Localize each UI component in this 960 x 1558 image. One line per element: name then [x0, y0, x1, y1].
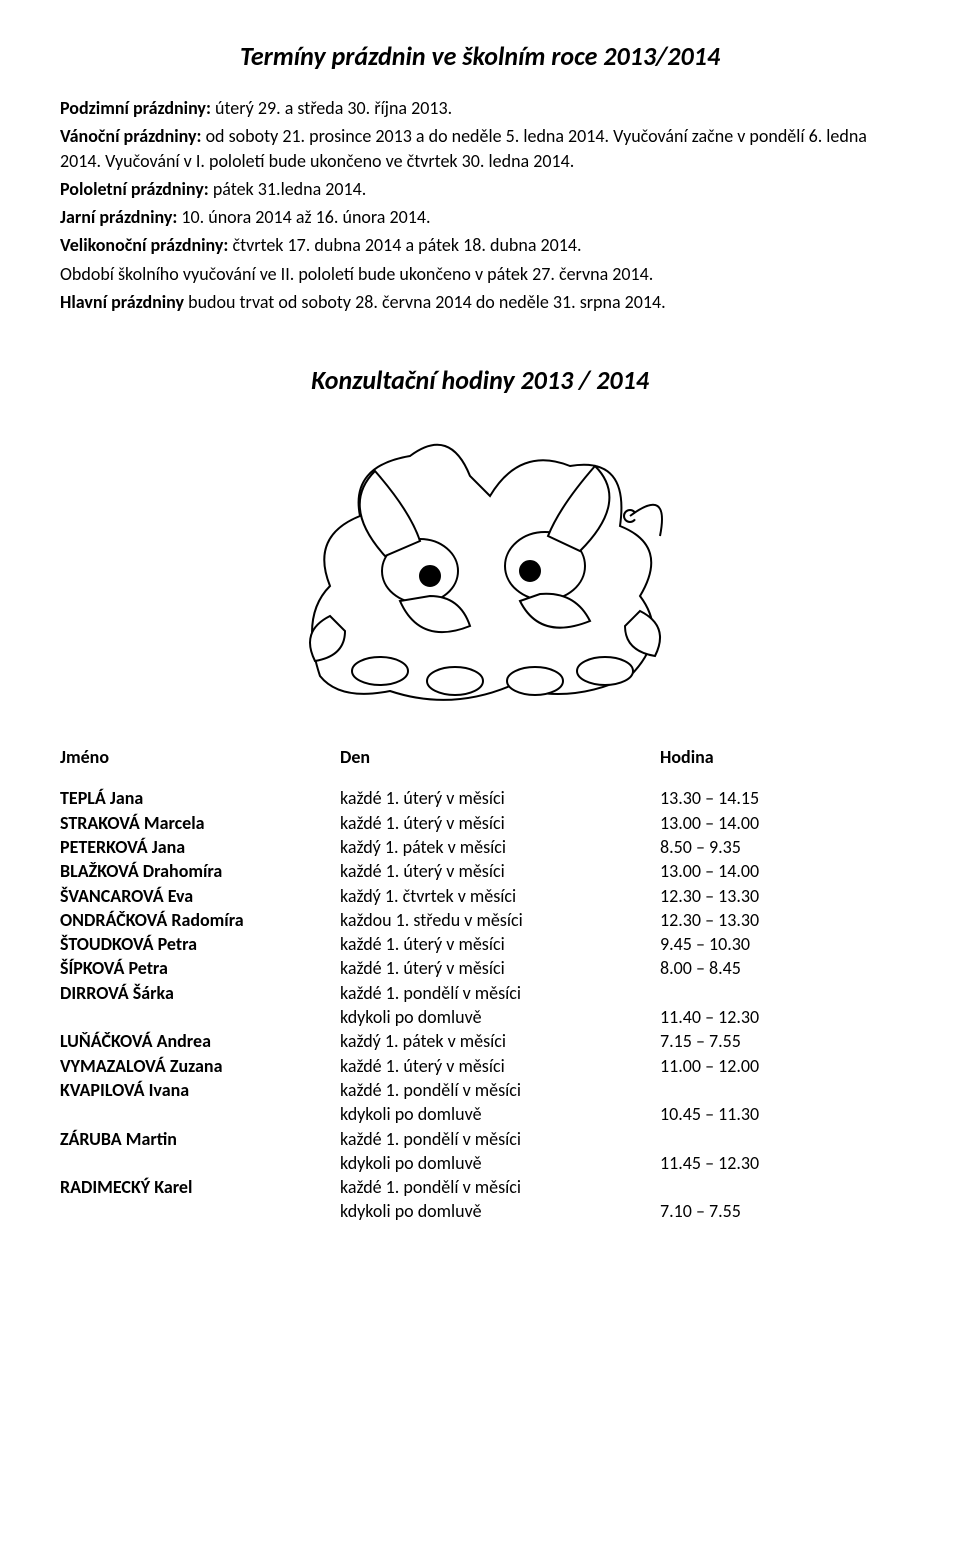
- holiday-jarni: Jarní prázdniny: 10. února 2014 až 16. ú…: [60, 205, 900, 229]
- holiday-hlavni: Hlavní prázdniny budou trvat od soboty 2…: [60, 290, 900, 314]
- label: Velikonoční prázdniny:: [60, 234, 228, 256]
- cell-day: každé 1. úterý v měsíci: [340, 932, 660, 956]
- cell-day: každé 1. úterý v měsíci: [340, 1054, 660, 1078]
- header-hour: Hodina: [660, 746, 860, 768]
- header-name: Jméno: [60, 746, 340, 768]
- spacer: [60, 1199, 340, 1223]
- cell-hour: 13.30 – 14.15: [660, 786, 860, 810]
- table-row: PETERKOVÁ Janakaždý 1. pátek v měsíci8.5…: [60, 835, 900, 859]
- cell-name: STRAKOVÁ Marcela: [60, 811, 340, 835]
- text: čtvrtek 17. dubna 2014 a pátek 18. dubna…: [228, 234, 581, 256]
- cell-hour: [660, 981, 860, 1005]
- spacer: [60, 1005, 340, 1029]
- table-subrow: kdykoli po domluvě10.45 – 11.30: [60, 1102, 900, 1126]
- cell-name: ŠVANCAROVÁ Eva: [60, 884, 340, 908]
- cell-name: KVAPILOVÁ Ivana: [60, 1078, 340, 1102]
- cell-hour-sub: 10.45 – 11.30: [660, 1102, 860, 1126]
- text: pátek 31.ledna 2014.: [209, 178, 367, 200]
- cell-hour-sub: 11.40 – 12.30: [660, 1005, 860, 1029]
- cell-name: DIRROVÁ Šárka: [60, 981, 340, 1005]
- table-row: LUŇÁČKOVÁ Andreakaždý 1. pátek v měsíci7…: [60, 1029, 900, 1053]
- label: Pololetní prázdniny:: [60, 178, 209, 200]
- cell-day: každou 1. středu v měsíci: [340, 908, 660, 932]
- label: Jarní prázdniny:: [60, 206, 177, 228]
- header-day: Den: [340, 746, 660, 768]
- spacer: [60, 1102, 340, 1126]
- cell-day-sub: kdykoli po domluvě: [340, 1199, 660, 1223]
- cell-name: ZÁRUBA Martin: [60, 1127, 340, 1151]
- cell-name: ONDRÁČKOVÁ Radomíra: [60, 908, 340, 932]
- spacer: [60, 1151, 340, 1175]
- cell-day: každé 1. pondělí v měsíci: [340, 981, 660, 1005]
- cell-name: BLAŽKOVÁ Drahomíra: [60, 859, 340, 883]
- cell-hour: 12.30 – 13.30: [660, 908, 860, 932]
- cell-name: PETERKOVÁ Jana: [60, 835, 340, 859]
- table-row: ONDRÁČKOVÁ Radomírakaždou 1. středu v mě…: [60, 908, 900, 932]
- cell-hour: [660, 1127, 860, 1151]
- holiday-obdobi: Období školního vyučování ve II. pololet…: [60, 262, 900, 286]
- cell-day: každý 1. pátek v měsíci: [340, 835, 660, 859]
- section-title: Konzultační hodiny 2013 / 2014: [60, 364, 900, 396]
- holiday-vanocni: Vánoční prázdniny: od soboty 21. prosinc…: [60, 124, 900, 173]
- cell-hour: 9.45 – 10.30: [660, 932, 860, 956]
- cell-hour-sub: 7.10 – 7.55: [660, 1199, 860, 1223]
- holiday-pololetni: Pololetní prázdniny: pátek 31.ledna 2014…: [60, 177, 900, 201]
- cell-hour: 12.30 – 13.30: [660, 884, 860, 908]
- table-subrow: kdykoli po domluvě11.45 – 12.30: [60, 1151, 900, 1175]
- cell-day-sub: kdykoli po domluvě: [340, 1151, 660, 1175]
- cell-hour: 11.00 – 12.00: [660, 1054, 860, 1078]
- text: budou trvat od soboty 28. června 2014 do…: [184, 291, 666, 313]
- cell-name: ŠÍPKOVÁ Petra: [60, 956, 340, 980]
- cell-name: VYMAZALOVÁ Zuzana: [60, 1054, 340, 1078]
- cell-day: každé 1. úterý v měsíci: [340, 859, 660, 883]
- cell-hour-sub: 11.45 – 12.30: [660, 1151, 860, 1175]
- cell-day-sub: kdykoli po domluvě: [340, 1005, 660, 1029]
- table-row: ŠVANCAROVÁ Evakaždý 1. čtvrtek v měsíci1…: [60, 884, 900, 908]
- table-row: KVAPILOVÁ Ivanakaždé 1. pondělí v měsíci: [60, 1078, 900, 1102]
- label: Podzimní prázdniny:: [60, 97, 211, 119]
- cell-day: každé 1. úterý v měsíci: [340, 786, 660, 810]
- cell-name: LUŇÁČKOVÁ Andrea: [60, 1029, 340, 1053]
- table-row: TEPLÁ Janakaždé 1. úterý v měsíci13.30 –…: [60, 786, 900, 810]
- main-title: Termíny prázdnin ve školním roce 2013/20…: [60, 40, 900, 72]
- table-subrow: kdykoli po domluvě7.10 – 7.55: [60, 1199, 900, 1223]
- cell-day: každé 1. úterý v měsíci: [340, 811, 660, 835]
- gnomes-illustration: [270, 416, 690, 706]
- label: Vánoční prázdniny:: [60, 125, 202, 147]
- cell-day: každé 1. pondělí v měsíci: [340, 1127, 660, 1151]
- label: Hlavní prázdniny: [60, 291, 184, 313]
- table-row: ŠÍPKOVÁ Petrakaždé 1. úterý v měsíci8.00…: [60, 956, 900, 980]
- table-row: STRAKOVÁ Marcelakaždé 1. úterý v měsíci1…: [60, 811, 900, 835]
- holiday-velikonocni: Velikonoční prázdniny: čtvrtek 17. dubna…: [60, 233, 900, 257]
- cell-name: ŠTOUDKOVÁ Petra: [60, 932, 340, 956]
- table-body: TEPLÁ Janakaždé 1. úterý v měsíci13.30 –…: [60, 786, 900, 1223]
- cell-day-sub: kdykoli po domluvě: [340, 1102, 660, 1126]
- cell-hour: 8.50 – 9.35: [660, 835, 860, 859]
- table-row: VYMAZALOVÁ Zuzanakaždé 1. úterý v měsíci…: [60, 1054, 900, 1078]
- cell-day: každé 1. pondělí v měsíci: [340, 1175, 660, 1199]
- cell-day: každé 1. pondělí v měsíci: [340, 1078, 660, 1102]
- table-header: Jméno Den Hodina: [60, 746, 900, 768]
- holiday-podzimni: Podzimní prázdniny: úterý 29. a středa 3…: [60, 96, 900, 120]
- cell-name: RADIMECKÝ Karel: [60, 1175, 340, 1199]
- cell-hour: [660, 1175, 860, 1199]
- cell-name: TEPLÁ Jana: [60, 786, 340, 810]
- cell-hour: 13.00 – 14.00: [660, 811, 860, 835]
- table-row: RADIMECKÝ Karelkaždé 1. pondělí v měsíci: [60, 1175, 900, 1199]
- cell-day: každé 1. úterý v měsíci: [340, 956, 660, 980]
- cell-hour: 7.15 – 7.55: [660, 1029, 860, 1053]
- cell-day: každý 1. čtvrtek v měsíci: [340, 884, 660, 908]
- cell-hour: [660, 1078, 860, 1102]
- cell-hour: 8.00 – 8.45: [660, 956, 860, 980]
- text: úterý 29. a středa 30. října 2013.: [211, 97, 452, 119]
- table-row: BLAŽKOVÁ Drahomírakaždé 1. úterý v měsíc…: [60, 859, 900, 883]
- table-row: ZÁRUBA Martinkaždé 1. pondělí v měsíci: [60, 1127, 900, 1151]
- table-row: DIRROVÁ Šárkakaždé 1. pondělí v měsíci: [60, 981, 900, 1005]
- table-row: ŠTOUDKOVÁ Petrakaždé 1. úterý v měsíci9.…: [60, 932, 900, 956]
- cell-hour: 13.00 – 14.00: [660, 859, 860, 883]
- cell-day: každý 1. pátek v měsíci: [340, 1029, 660, 1053]
- text: 10. února 2014 až 16. února 2014.: [177, 206, 430, 228]
- table-subrow: kdykoli po domluvě11.40 – 12.30: [60, 1005, 900, 1029]
